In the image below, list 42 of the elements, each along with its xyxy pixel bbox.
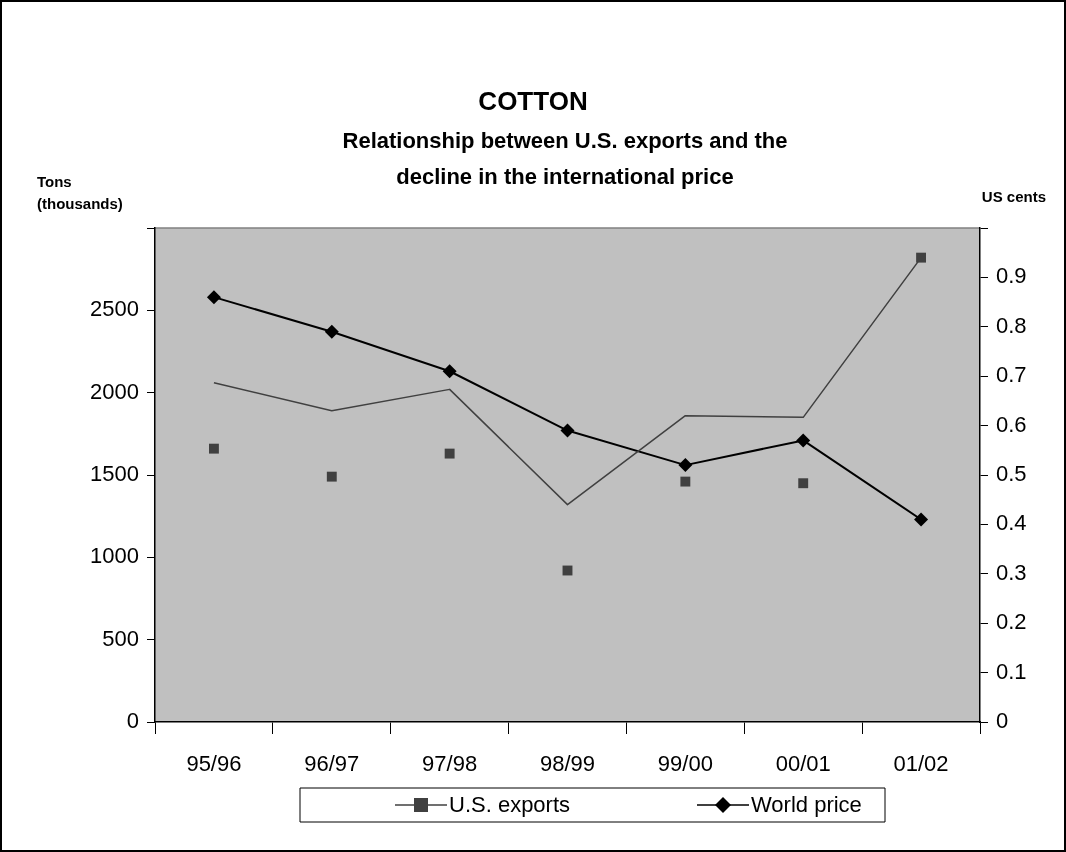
y2-tick-label: 0.8 [996,312,1027,338]
point [796,433,811,448]
y2-tick-label: 0.3 [996,559,1027,585]
legend-label: World price [751,792,862,818]
y2-tick-label: 0.4 [996,510,1027,536]
point [798,478,809,489]
point [560,423,575,438]
y-axis-title: Tons (thousands) [37,173,123,212]
y2-tick-label: 0.9 [996,263,1027,289]
point [916,252,927,263]
chart-title: COTTON [478,86,588,116]
x-tick-label: 00/01 [775,751,831,777]
y-tick-label: 1500 [90,461,139,487]
chart-subtitle: Relationship between U.S. exports and the decline in the international price [342,128,788,189]
point [324,324,339,339]
y2-tick-label: 0 [996,708,1009,734]
x-tick-label: 99/00 [657,751,713,777]
point [444,448,455,459]
x-tick-label: 97/98 [422,751,478,777]
y-tick-label: 0 [126,708,139,734]
x-tick-label: 95/96 [186,751,242,777]
y-tick-label: 1000 [90,543,139,569]
y2-tick-label: 0.7 [996,362,1027,388]
point [442,364,457,379]
y-tick-label: 500 [102,625,139,651]
point [326,471,337,482]
point [206,290,221,305]
x-tick-label: 01/02 [893,751,949,777]
x-tick-label: 96/97 [304,751,360,777]
point [208,443,219,454]
x-tick-label: 98/99 [539,751,596,777]
y2-tick-label: 0.1 [996,658,1027,684]
y2-tick-label: 0.2 [996,609,1027,635]
y2-tick-label: 0.5 [996,461,1027,487]
point [680,476,691,487]
y-tick-label: 2500 [90,296,139,322]
y-tick-label: 2000 [90,378,139,404]
y2-tick-label: 0.6 [996,411,1027,437]
point [914,512,929,527]
y2-axis-title: US cents [981,188,1046,205]
point [678,458,693,473]
legend-label: U.S. exports [449,792,571,818]
